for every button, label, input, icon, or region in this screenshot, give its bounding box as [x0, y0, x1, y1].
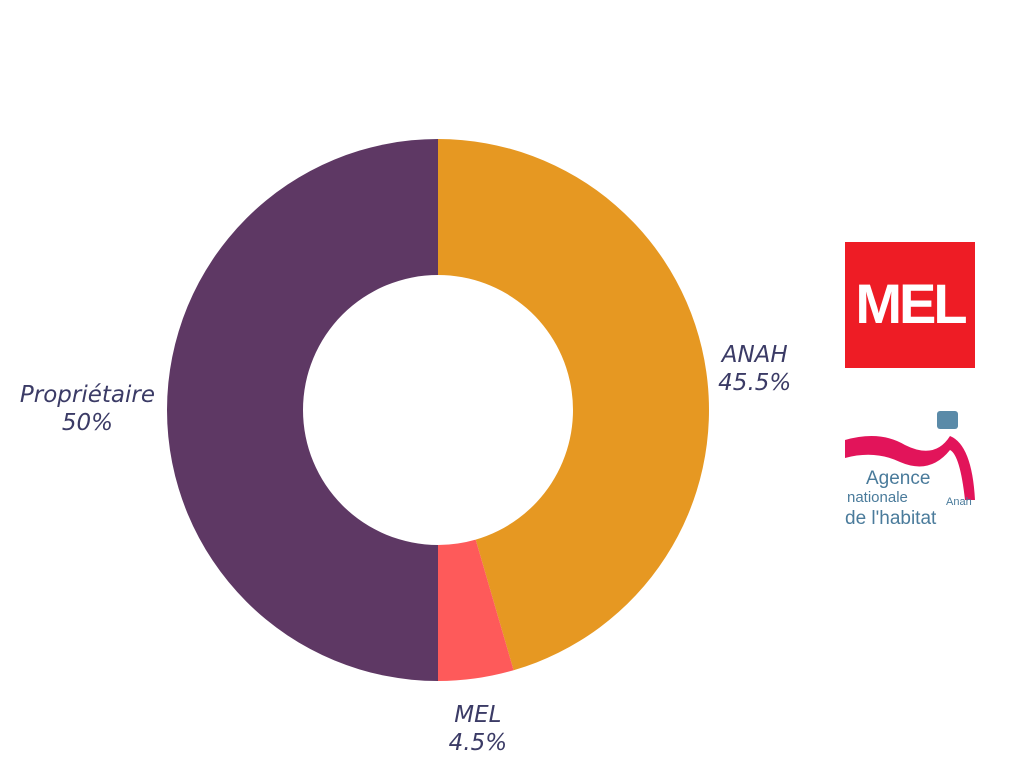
mel-logo: MEL [845, 242, 975, 368]
donut-segment [167, 139, 438, 681]
anah-line: Agence [866, 468, 930, 489]
segment-value: 50% [62, 410, 113, 436]
anah-short: Anah [946, 496, 972, 508]
donut-segment [438, 539, 514, 681]
segment-value: 45.5% [718, 370, 791, 396]
anah-logo-swoosh [845, 436, 975, 500]
segment-label: ANAH [720, 342, 788, 368]
segment-label: Propriétaire [20, 382, 155, 408]
anah-logo: Agence nationale de l'habitat Anah [845, 411, 975, 529]
anah-line: nationale [847, 489, 908, 506]
anah-line: de l'habitat [845, 508, 937, 529]
donut-segment [438, 139, 709, 671]
mel-logo-text: MEL [855, 272, 966, 335]
anah-logo-square [937, 411, 958, 429]
segment-label: MEL [454, 702, 501, 728]
segment-value: 4.5% [449, 730, 507, 756]
mel-logo-box [845, 242, 975, 368]
